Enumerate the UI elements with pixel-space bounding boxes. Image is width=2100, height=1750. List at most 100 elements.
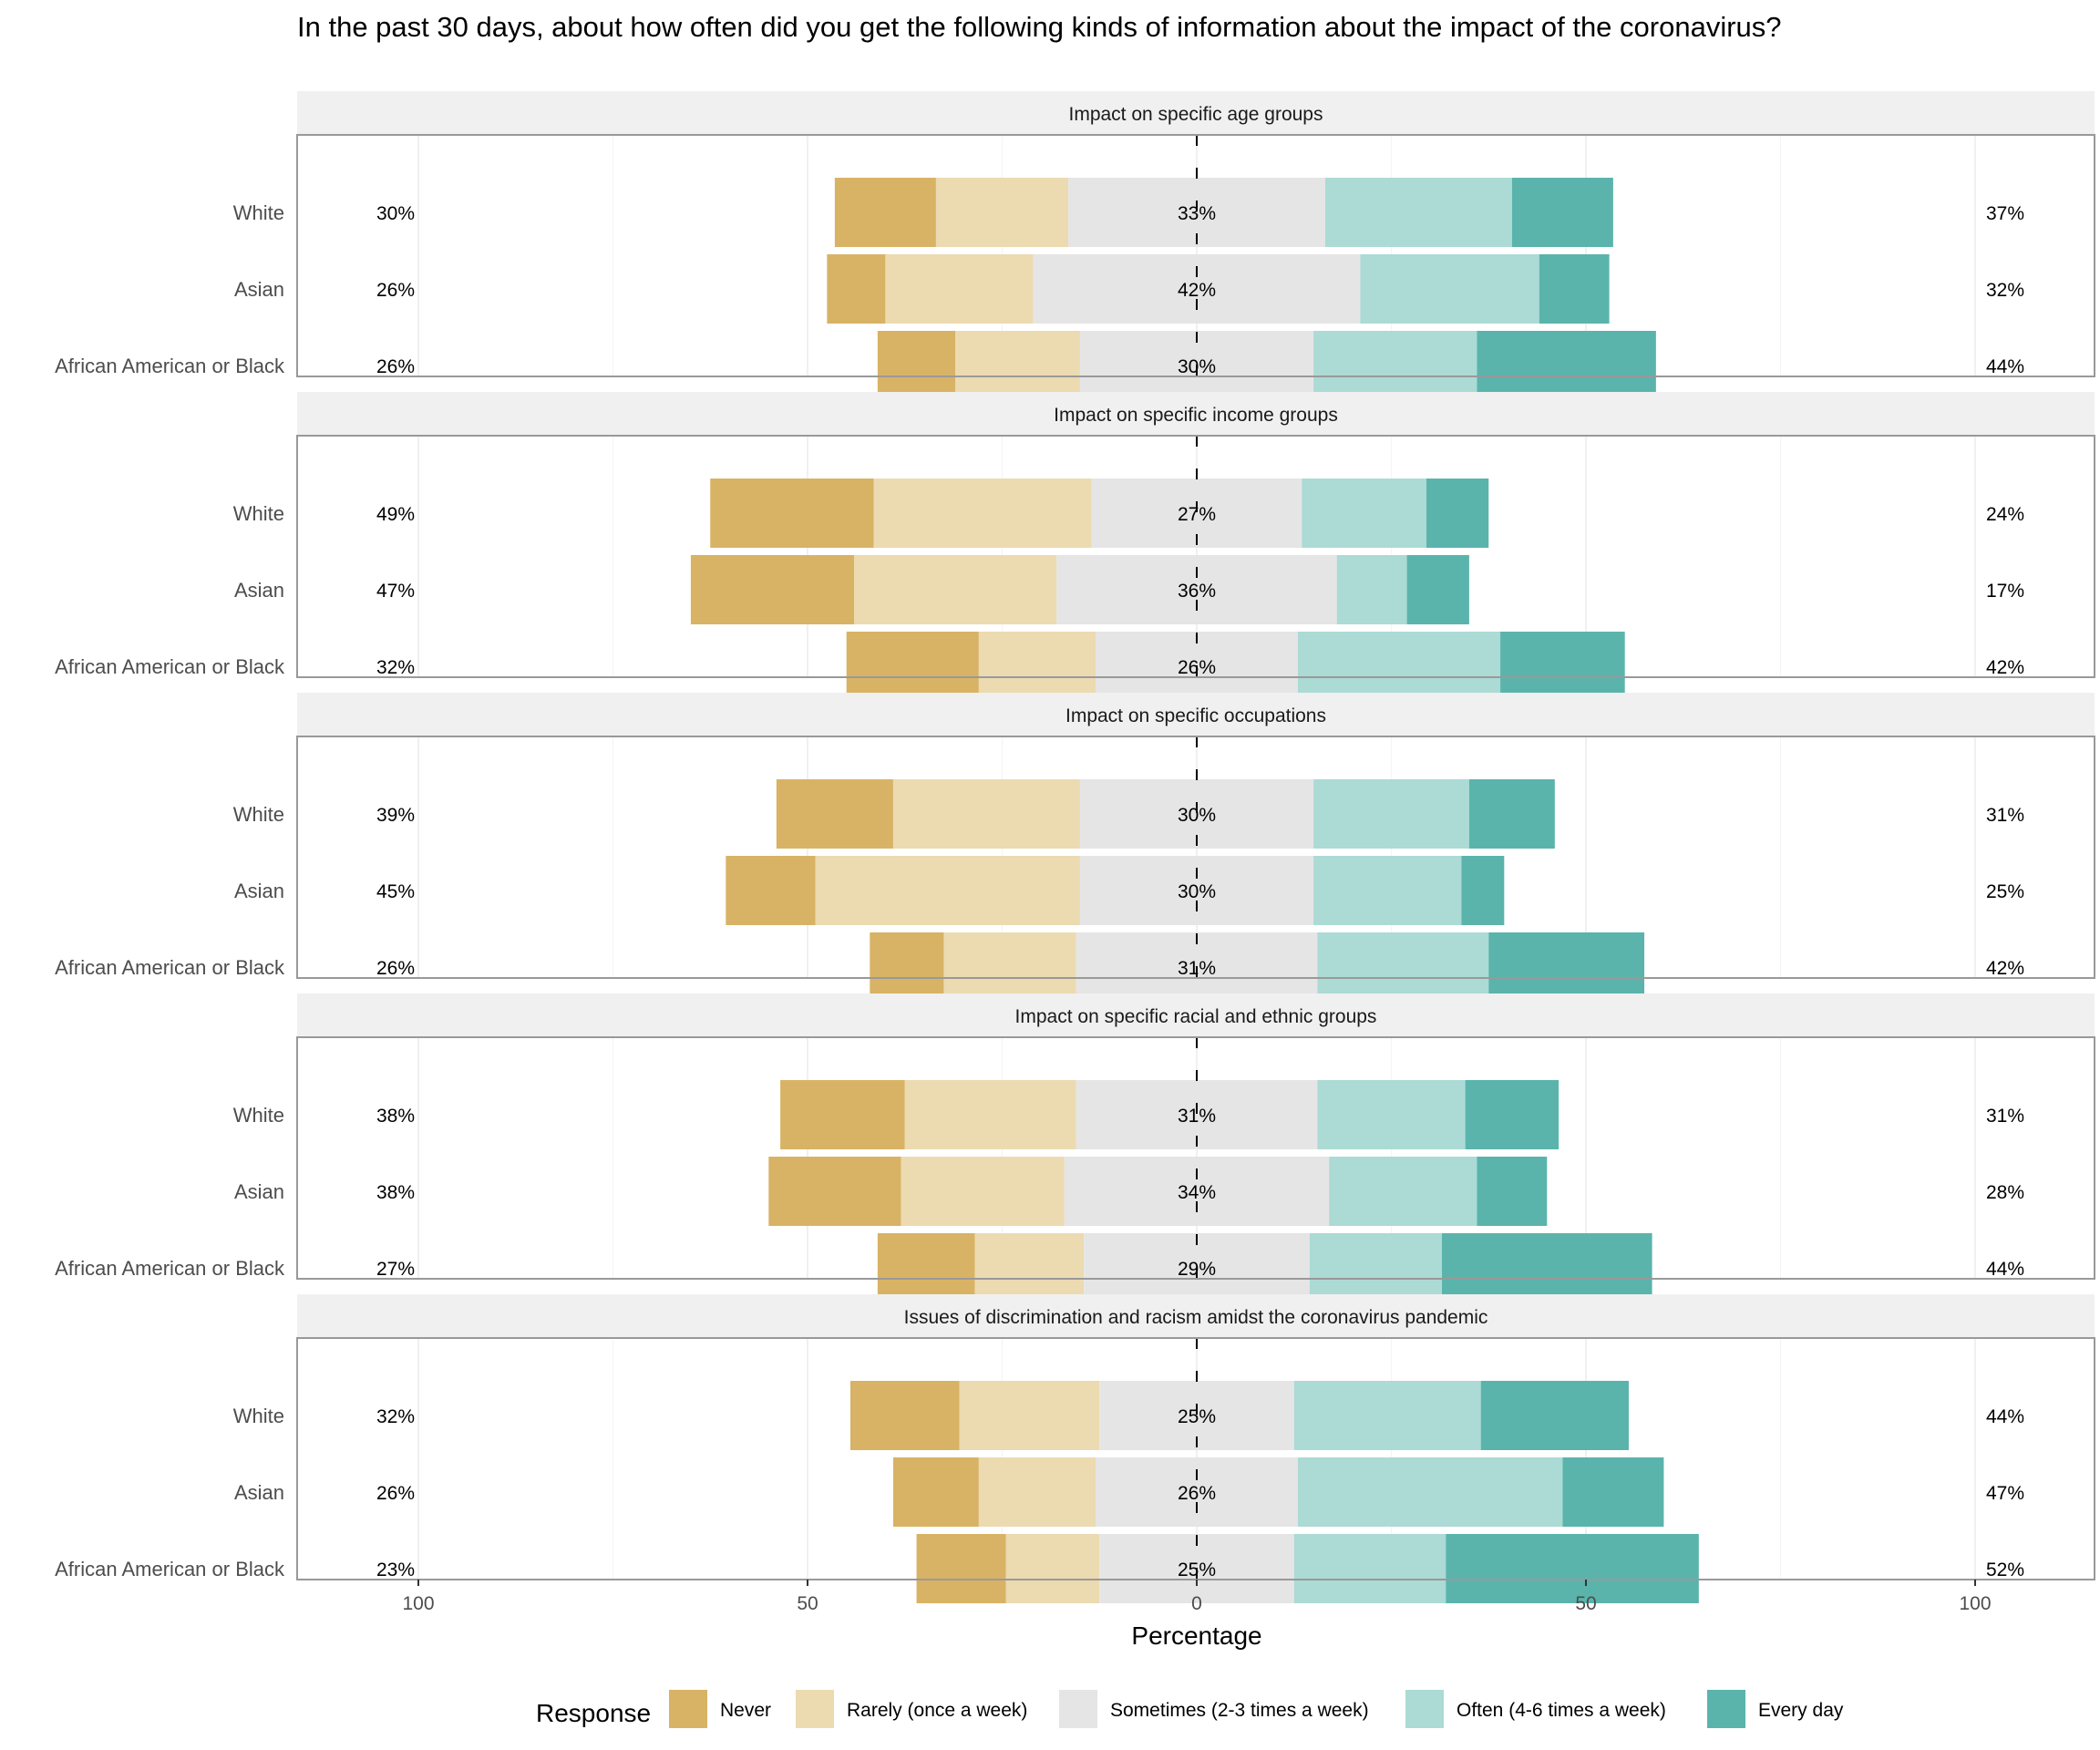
bar-segment-never (877, 331, 956, 400)
bar-segment-every (1511, 178, 1613, 247)
legend-label: Often (4-6 times a week) (1457, 1700, 1666, 1721)
bar-row: Asian 26% 42% 32% (234, 254, 2024, 324)
bar-segment-every (1480, 1381, 1629, 1450)
center-percent: 25% (1178, 1406, 1216, 1427)
bar-segment-rarely (904, 1080, 1076, 1149)
facet-strip (297, 1294, 2095, 1338)
bar-segment-never (892, 1457, 979, 1527)
left-percent: 26% (376, 958, 415, 979)
center-percent: 34% (1178, 1182, 1216, 1203)
right-percent: 47% (1986, 1483, 2024, 1504)
left-percent: 38% (376, 1182, 415, 1203)
panel-border (296, 736, 2095, 979)
bar-segment-often (1313, 331, 1477, 400)
left-percent: 32% (376, 1406, 415, 1427)
right-percent: 52% (1986, 1560, 2024, 1580)
x-tick-label: 50 (1575, 1593, 1596, 1614)
bar-segment-never (870, 932, 944, 1002)
bar-segment-every (1539, 254, 1610, 324)
bar-segment-rarely (959, 1381, 1100, 1450)
bar-segment-rarely (974, 1233, 1085, 1302)
x-tick-label: 0 (1191, 1593, 1202, 1614)
left-percent: 39% (376, 805, 415, 826)
legend-item: Never (669, 1690, 771, 1728)
bar-segment-never (846, 632, 979, 701)
bar-row: White 39% 30% 31% (233, 779, 2024, 849)
left-percent: 26% (376, 280, 415, 301)
bar-segment-often (1317, 932, 1489, 1002)
bar-segment-never (780, 1080, 905, 1149)
bar-segment-sometimes (1056, 555, 1337, 624)
bar-segment-often (1317, 1080, 1466, 1149)
left-percent: 45% (376, 881, 415, 902)
bar-segment-often (1329, 1157, 1477, 1226)
bar-segment-never (768, 1157, 901, 1226)
bar-segment-every (1426, 479, 1489, 548)
bar-segment-rarely (943, 932, 1076, 1002)
left-percent: 26% (376, 1483, 415, 1504)
left-percent: 23% (376, 1560, 415, 1580)
row-label: White (233, 1405, 284, 1427)
legend-title: Response (536, 1699, 651, 1727)
x-tick-label: 100 (1959, 1593, 1991, 1614)
facet-strip (297, 993, 2095, 1037)
facet-title: Impact on specific racial and ethnic gro… (1015, 1006, 1377, 1027)
center-percent: 27% (1178, 504, 1216, 525)
bar-segment-every (1468, 779, 1555, 849)
bar-segment-sometimes (1064, 1157, 1330, 1226)
bar-segment-sometimes (1033, 254, 1361, 324)
right-percent: 37% (1986, 203, 2024, 224)
facet-3: Impact on specific occupations White 39% 30… (55, 693, 2095, 1002)
bar-segment-never (726, 856, 816, 925)
bar-segment-every (1477, 1157, 1548, 1226)
center-percent: 26% (1178, 1483, 1216, 1504)
bar-segment-rarely (978, 632, 1096, 701)
bar-segment-sometimes (1079, 856, 1314, 925)
bar-segment-every (1477, 331, 1656, 400)
bar-segment-never (827, 254, 886, 324)
bar-segment-rarely (815, 856, 1080, 925)
legend-item: Sometimes (2-3 times a week) (1059, 1690, 1369, 1728)
bar-segment-never (834, 178, 936, 247)
left-percent: 47% (376, 581, 415, 602)
bar-segment-often (1336, 555, 1407, 624)
bar-row: Asian 45% 30% 25% (234, 856, 2024, 925)
right-percent: 31% (1986, 1106, 2024, 1127)
legend-swatch (1707, 1690, 1745, 1728)
bar-segment-every (1500, 632, 1625, 701)
center-percent: 31% (1178, 1106, 1216, 1127)
row-label: Asian (234, 278, 284, 301)
left-percent: 30% (376, 203, 415, 224)
facet-2: Impact on specific income groups White 49%… (55, 392, 2095, 701)
row-label: White (233, 1104, 284, 1127)
bar-segment-often (1324, 178, 1512, 247)
row-label: White (233, 803, 284, 826)
facet-strip (297, 693, 2095, 736)
bar-segment-often (1298, 632, 1501, 701)
bar-segment-rarely (873, 479, 1092, 548)
legend-label: Sometimes (2-3 times a week) (1110, 1700, 1369, 1721)
bar-segment-never (877, 1233, 975, 1302)
row-label: African American or Black (55, 1558, 285, 1580)
bar-segment-rarely (1005, 1534, 1100, 1603)
center-percent: 42% (1178, 280, 1216, 301)
bar-segment-never (916, 1534, 1006, 1603)
row-label: African American or Black (55, 355, 285, 377)
bar-segment-often (1293, 1381, 1481, 1450)
bar-segment-rarely (885, 254, 1034, 324)
bar-row: Asian 38% 34% 28% (234, 1157, 2024, 1226)
bar-segment-often (1302, 479, 1426, 548)
bar-segment-every (1442, 1233, 1652, 1302)
row-label: African American or Black (55, 1257, 285, 1280)
legend-swatch (1059, 1690, 1097, 1728)
right-percent: 32% (1986, 280, 2024, 301)
right-percent: 42% (1986, 958, 2024, 979)
facet-4: Impact on specific racial and ethnic gro… (55, 993, 2095, 1302)
row-label: Asian (234, 880, 284, 902)
facet-title: Impact on specific age groups (1069, 104, 1323, 125)
left-percent: 38% (376, 1106, 415, 1127)
row-label: African American or Black (55, 956, 285, 979)
right-percent: 28% (1986, 1182, 2024, 1203)
bar-segment-often (1298, 1457, 1563, 1527)
